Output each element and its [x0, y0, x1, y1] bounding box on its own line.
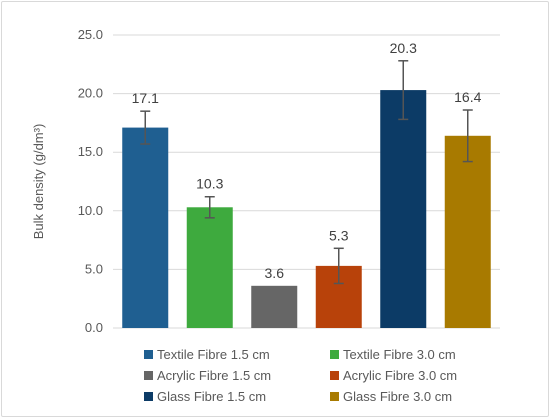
legend-item: Glass Fibre 1.5 cm — [144, 387, 330, 406]
legend-swatch — [330, 371, 339, 380]
legend-swatch — [330, 392, 339, 401]
bar — [444, 135, 491, 328]
data-label: 17.1 — [132, 90, 159, 106]
legend-label: Textile Fibre 3.0 cm — [343, 347, 456, 362]
bar — [380, 90, 427, 328]
legend-swatch — [144, 350, 153, 359]
legend-swatch — [144, 371, 153, 380]
y-axis-title: Bulk density (g/dm³) — [31, 124, 46, 240]
legend: Textile Fibre 1.5 cm Textile Fibre 3.0 c… — [144, 345, 544, 406]
y-tick-label: 0.0 — [85, 320, 103, 335]
y-tick-label: 5.0 — [85, 261, 103, 276]
legend-item: Acrylic Fibre 1.5 cm — [144, 366, 330, 385]
y-tick-label: 10.0 — [78, 203, 103, 218]
data-label: 20.3 — [390, 40, 417, 56]
legend-item: Textile Fibre 1.5 cm — [144, 345, 330, 364]
bar — [186, 207, 233, 328]
y-tick-label: 25.0 — [78, 27, 103, 42]
legend-swatch — [330, 350, 339, 359]
bar — [251, 285, 298, 328]
legend-label: Textile Fibre 1.5 cm — [157, 347, 270, 362]
data-label: 3.6 — [265, 265, 285, 281]
data-label: 10.3 — [196, 176, 223, 192]
data-label: 5.3 — [329, 227, 349, 243]
legend-label: Glass Fibre 1.5 cm — [157, 389, 267, 404]
data-label: 16.4 — [454, 89, 481, 105]
bar — [122, 127, 169, 328]
legend-item: Glass Fibre 3.0 cm — [330, 387, 530, 406]
legend-label: Acrylic Fibre 1.5 cm — [157, 368, 272, 383]
legend-item: Textile Fibre 3.0 cm — [330, 345, 530, 364]
legend-label: Acrylic Fibre 3.0 cm — [343, 368, 458, 383]
y-tick-label: 20.0 — [78, 86, 103, 101]
y-tick-label: 15.0 — [78, 144, 103, 159]
legend-item: Acrylic Fibre 3.0 cm — [330, 366, 530, 385]
legend-swatch — [144, 392, 153, 401]
legend-label: Glass Fibre 3.0 cm — [343, 389, 453, 404]
